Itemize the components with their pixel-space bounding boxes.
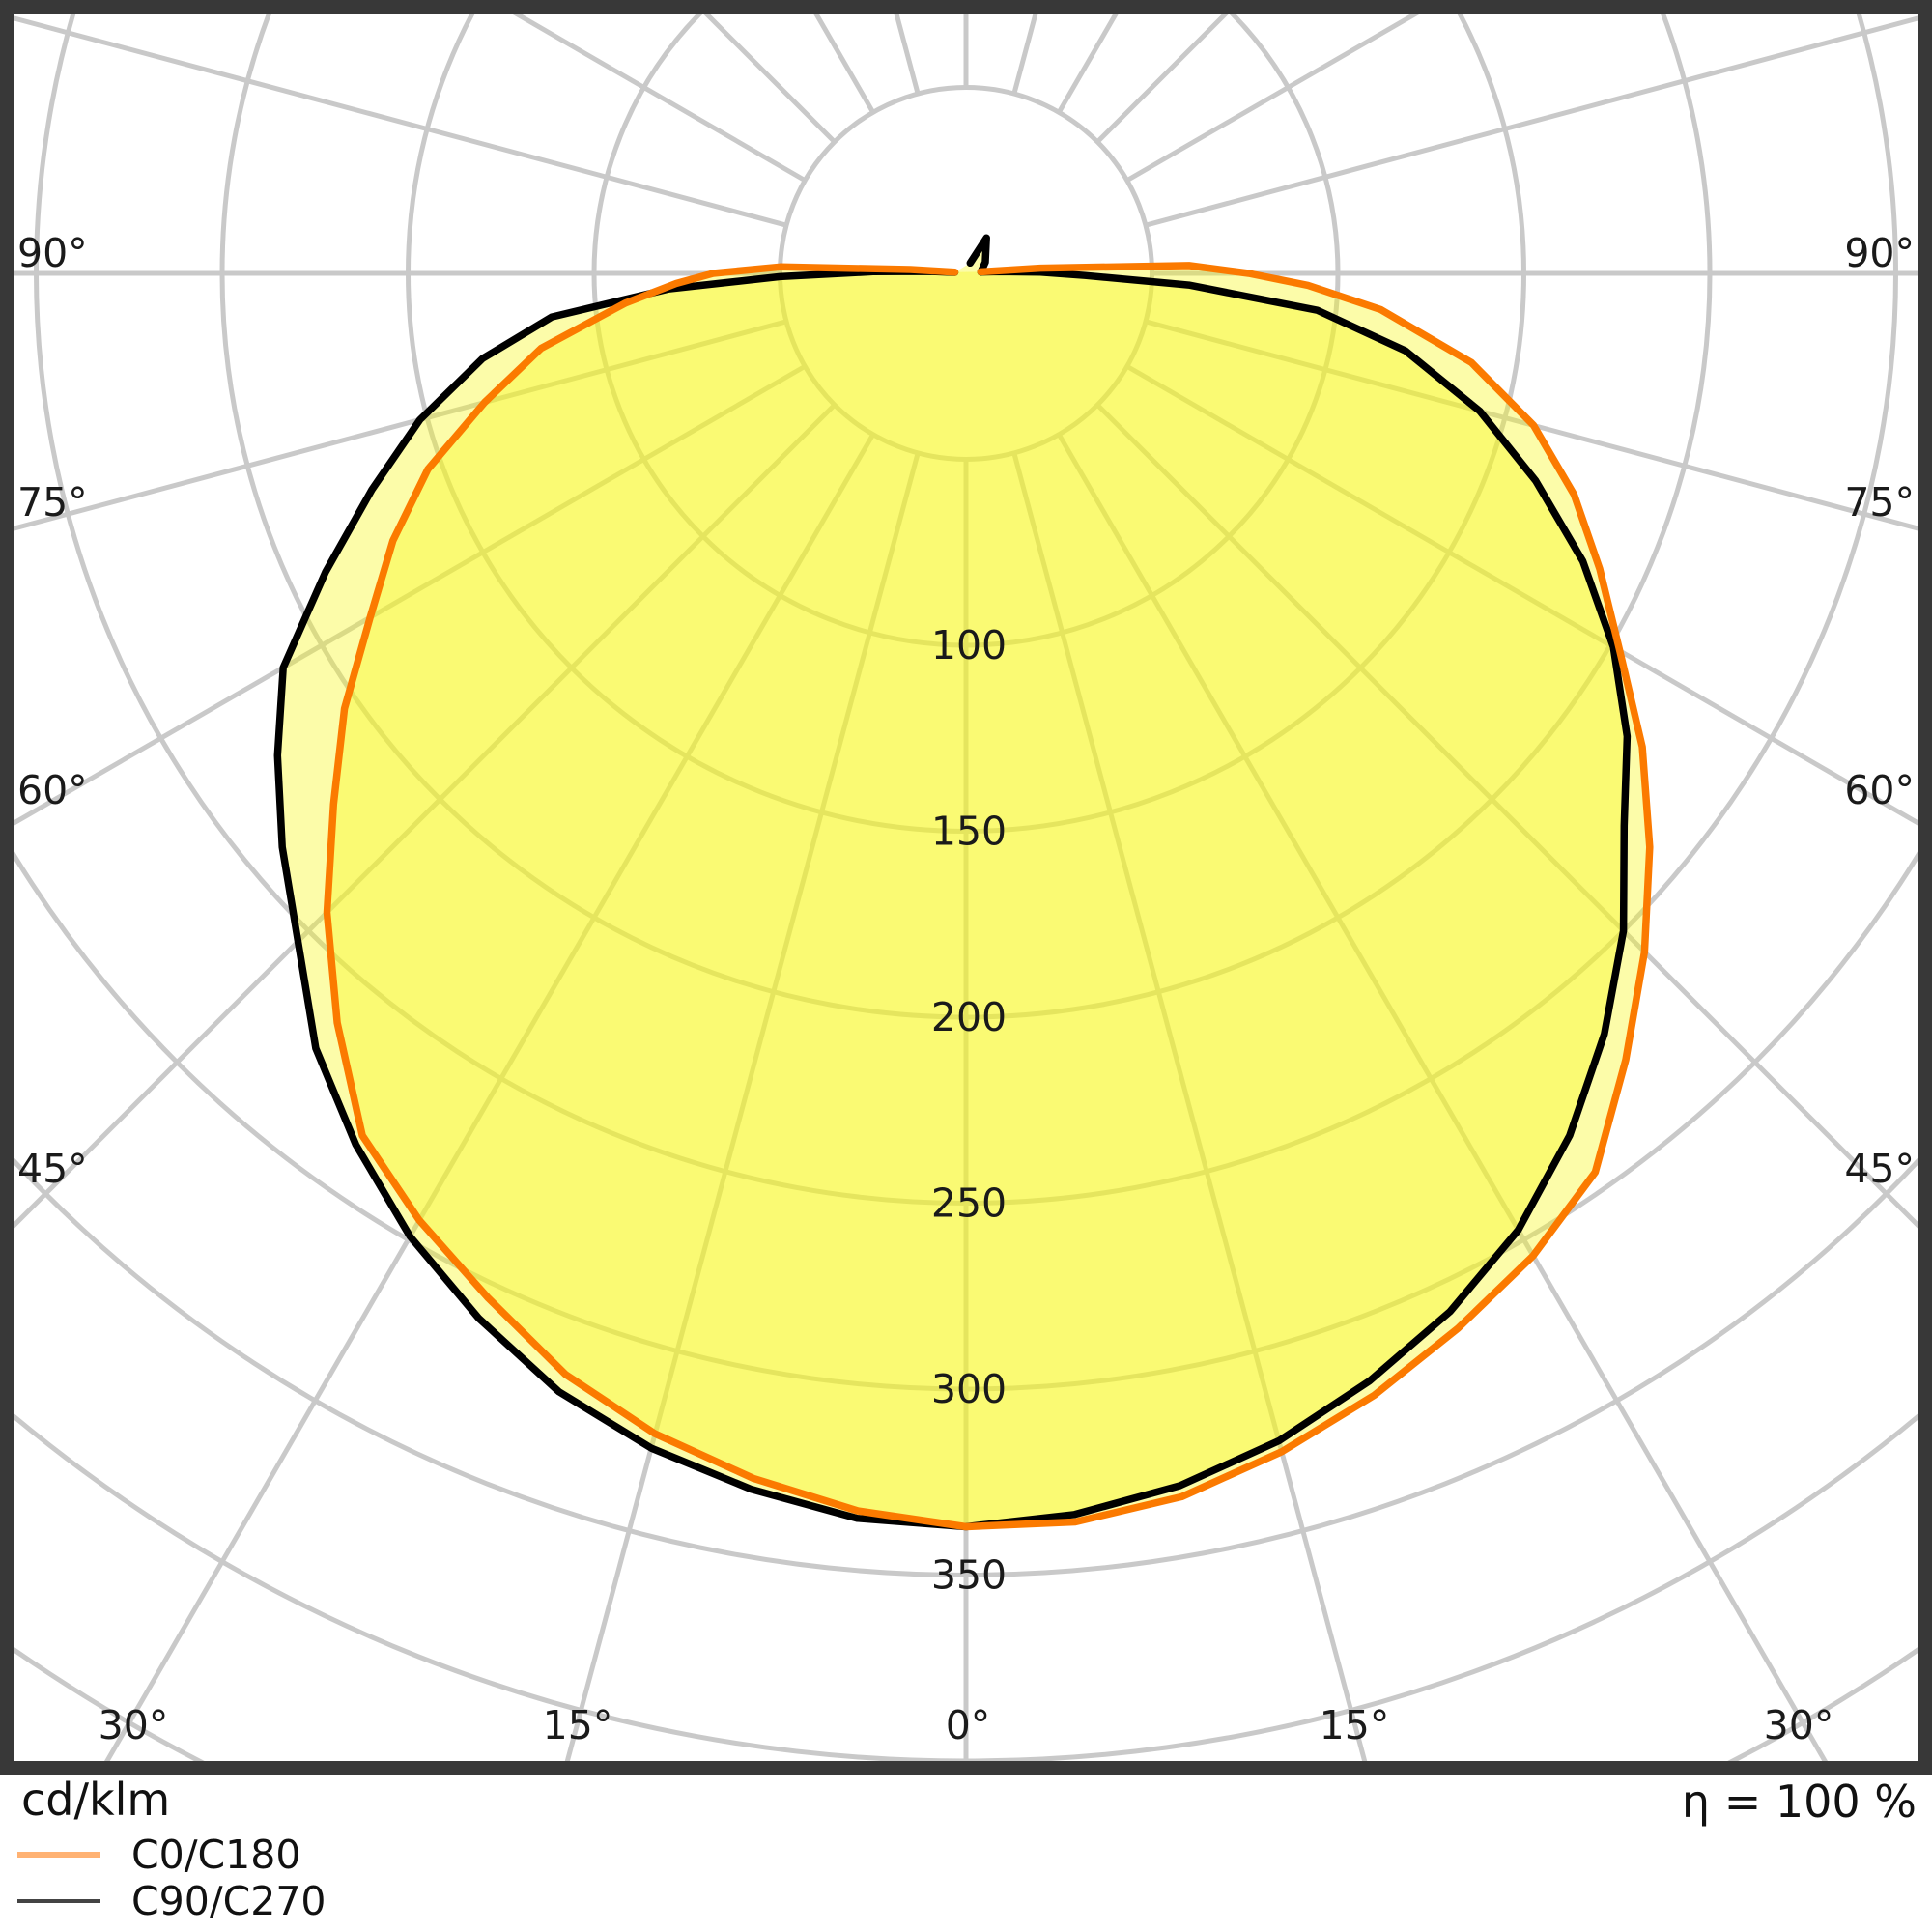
legend-item-c0-c180: C0/C180 bbox=[17, 1833, 327, 1876]
angle-label-right-60: 60° bbox=[1844, 767, 1915, 813]
efficiency-label: η = 100 % bbox=[1681, 1776, 1917, 1828]
angle-label-bottom--30: 30° bbox=[99, 1702, 169, 1748]
grid-ray bbox=[1145, 15, 1918, 228]
legend-item-c90-c270: C90/C270 bbox=[17, 1880, 327, 1922]
radial-tick-label: 300 bbox=[931, 1366, 1007, 1412]
legend-label-c0-c180: C0/C180 bbox=[131, 1831, 301, 1878]
legend-line-c0-c180-swatch bbox=[17, 1852, 100, 1858]
legend-label-c90-c270: C90/C270 bbox=[131, 1877, 327, 1924]
radial-tick-label: 100 bbox=[931, 622, 1007, 668]
grid-ray bbox=[1057, 433, 1829, 1761]
angle-label-right-45: 45° bbox=[1844, 1146, 1915, 1192]
angle-label-left-75: 75° bbox=[17, 479, 88, 526]
angle-label-bottom--15: 15° bbox=[543, 1702, 613, 1748]
angle-label-right-90: 90° bbox=[1844, 230, 1915, 276]
grid-ray bbox=[14, 319, 787, 531]
legend: C0/C180 C90/C270 bbox=[17, 1833, 327, 1922]
grid-ray bbox=[103, 433, 875, 1761]
angle-labels: 90° 90° 75° 75° 60° 60° 45° 45° 30° 15° 0° 15° 30° bbox=[17, 230, 1915, 1748]
legend-line-c90-c270-swatch bbox=[17, 1899, 100, 1903]
grid-ray bbox=[1125, 364, 1918, 827]
grid-ray bbox=[1095, 14, 1230, 144]
grid-ray bbox=[702, 14, 837, 144]
angle-label-left-45: 45° bbox=[17, 1146, 88, 1192]
grid-ray bbox=[14, 403, 837, 1230]
grid-ray bbox=[14, 15, 787, 228]
plot-border bbox=[0, 0, 1932, 1775]
grid-ray bbox=[14, 364, 807, 827]
curve-c0-c180 bbox=[323, 262, 1654, 1531]
grid-ray bbox=[1011, 452, 1368, 1761]
radial-tick-labels: 100 150 200 250 300 350 bbox=[931, 622, 1007, 1599]
angle-label-bottom-0: 0° bbox=[946, 1702, 991, 1748]
angle-label-left-90: 90° bbox=[17, 230, 88, 276]
radial-tick-label: 200 bbox=[931, 994, 1007, 1040]
curve-fill-c0-c180 bbox=[327, 265, 1650, 1527]
curve-fill-c90-c270 bbox=[277, 238, 1628, 1527]
radial-tick-label: 350 bbox=[931, 1552, 1007, 1599]
curve-c90-c270 bbox=[273, 234, 1632, 1531]
grid-ray bbox=[1095, 403, 1918, 1230]
unit-label: cd/klm bbox=[21, 1774, 171, 1826]
angle-label-right-75: 75° bbox=[1844, 479, 1915, 526]
angle-label-bottom-15: 15° bbox=[1320, 1702, 1390, 1748]
radial-tick-label: 250 bbox=[931, 1180, 1007, 1227]
angle-label-left-60: 60° bbox=[17, 767, 88, 813]
angle-label-bottom-30: 30° bbox=[1764, 1702, 1834, 1748]
radial-tick-label: 150 bbox=[931, 809, 1007, 855]
